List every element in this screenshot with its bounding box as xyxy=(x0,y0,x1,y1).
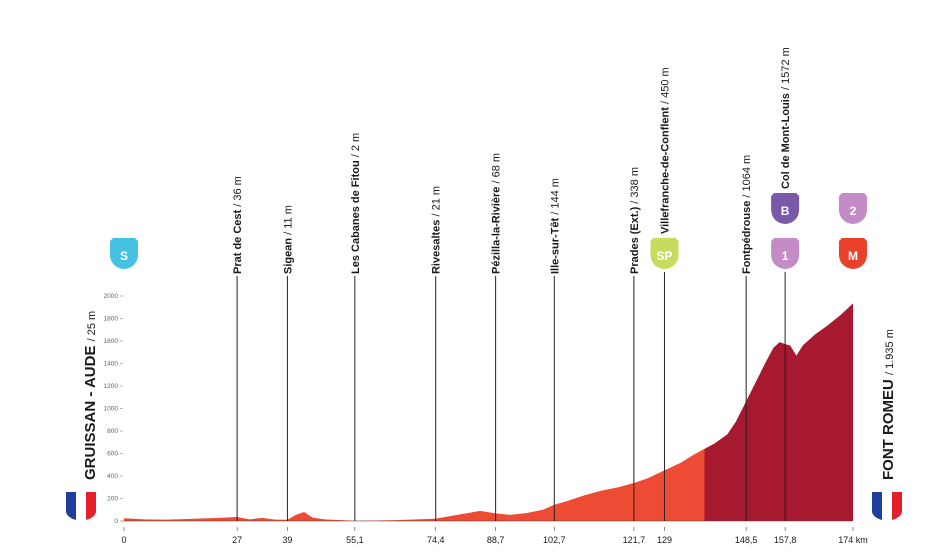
y-tick-label: 0 xyxy=(114,518,118,525)
x-tick-label: 102,7 xyxy=(543,535,566,545)
climb-icon: B xyxy=(771,193,800,224)
y-tick-label: 400 xyxy=(107,473,118,480)
climb-icon: S xyxy=(110,238,138,269)
x-tick-label: 27 xyxy=(232,535,242,545)
x-tick-label: 88,7 xyxy=(487,535,505,545)
elevation-area xyxy=(124,303,853,521)
waypoint-label: Fontpédrouse / 1064 m xyxy=(741,155,753,274)
icon-text: B xyxy=(781,204,790,218)
waypoint-label: Col de Mont-Louis / 1572 m xyxy=(780,47,792,189)
waypoint-alt: / 1064 m xyxy=(741,155,753,198)
y-tick-label: 1200 xyxy=(104,383,119,390)
finish-name: FONT ROMEU xyxy=(880,379,897,480)
waypoint-alt: / 68 m xyxy=(491,153,503,184)
waypoint-label: Rivesaltes / 21 m xyxy=(431,186,443,274)
waypoint-name: Ille-sur-Têt xyxy=(549,217,561,274)
waypoint-label: Ille-sur-Têt / 144 m xyxy=(549,178,561,274)
icon-shape xyxy=(771,238,800,269)
icon-shape xyxy=(839,238,867,269)
waypoint-alt: / 1572 m xyxy=(780,47,792,90)
y-tick-label: 200 xyxy=(107,496,118,503)
start-name: GRUISSAN - AUDE xyxy=(82,346,99,480)
waypoint-label: Prades (Ext.) / 338 m xyxy=(629,167,641,274)
waypoint-alt: / 338 m xyxy=(629,167,641,204)
y-tick-label: 1600 xyxy=(104,338,119,345)
start-label: GRUISSAN - AUDE / 25 m xyxy=(82,311,99,480)
waypoint-label: Villefranche-de-Conflent / 450 m xyxy=(659,67,671,234)
x-tick-label: 39 xyxy=(282,535,292,545)
waypoint-alt: / 144 m xyxy=(549,178,561,215)
waypoint-name: Fontpédrouse xyxy=(741,201,753,274)
x-tick-label: 121,7 xyxy=(623,535,646,545)
waypoint-name: Prat de Cest xyxy=(232,209,244,274)
waypoint-alt: / 21 m xyxy=(431,186,443,217)
x-tick-label: 148,5 xyxy=(735,535,758,545)
y-tick-label: 2000 xyxy=(104,293,119,300)
icon-text: 1 xyxy=(782,249,789,263)
icon-text: 2 xyxy=(850,204,857,218)
climb-icon: SP xyxy=(650,238,679,269)
x-tick-label: 174 km xyxy=(838,535,868,545)
waypoint-label: Sigean / 11 m xyxy=(282,205,294,274)
x-tick-label: 0 xyxy=(121,535,126,545)
waypoint-label: Pézilla-la-Rivière / 68 m xyxy=(491,153,503,274)
y-tick-label: 1800 xyxy=(104,316,119,323)
y-tick-label: 800 xyxy=(107,428,118,435)
x-tick-label: 157,8 xyxy=(774,535,797,545)
climb-icon: 2 xyxy=(839,193,867,224)
waypoint-label: Les Cabanes de Fitou / 2 m xyxy=(350,133,362,274)
waypoint-name: Sigean xyxy=(282,238,294,274)
waypoint-name: Prades (Ext.) xyxy=(629,206,641,274)
icon-shape xyxy=(839,193,867,224)
y-tick-label: 1400 xyxy=(104,361,119,368)
waypoint-label: Prat de Cest / 36 m xyxy=(232,176,244,274)
climb-icon: 1 xyxy=(771,238,800,269)
icon-text: M xyxy=(848,249,858,263)
waypoint-name: Villefranche-de-Conflent xyxy=(659,107,671,234)
climb-icon: M xyxy=(839,238,867,269)
flag-left xyxy=(66,492,96,522)
waypoint-name: Pézilla-la-Rivière xyxy=(491,187,503,274)
icon-text: S xyxy=(120,249,128,263)
waypoint-alt: / 11 m xyxy=(282,205,294,235)
finish-alt: / 1.935 m xyxy=(884,329,896,375)
waypoint-name: Col de Mont-Louis xyxy=(780,93,792,189)
icon-shape xyxy=(771,193,800,224)
x-tick-label: 129 xyxy=(657,535,672,545)
icon-text: SP xyxy=(656,249,672,263)
y-tick-label: 1000 xyxy=(104,406,119,413)
waypoint-alt: / 36 m xyxy=(232,176,244,207)
icon-shape xyxy=(110,238,138,269)
finish-label: FONT ROMEU / 1.935 m xyxy=(880,329,897,480)
flag-right xyxy=(872,492,902,522)
y-tick-label: 600 xyxy=(107,451,118,458)
waypoint-name: Les Cabanes de Fitou xyxy=(350,160,362,274)
x-tick-label: 74,4 xyxy=(427,535,445,545)
waypoint-alt: / 2 m xyxy=(350,133,362,157)
waypoint-name: Rivesaltes xyxy=(431,220,443,274)
waypoint-alt: / 450 m xyxy=(659,67,671,104)
icon-shape xyxy=(650,238,679,269)
x-tick-label: 55,1 xyxy=(346,535,364,545)
start-alt: / 25 m xyxy=(86,311,98,342)
